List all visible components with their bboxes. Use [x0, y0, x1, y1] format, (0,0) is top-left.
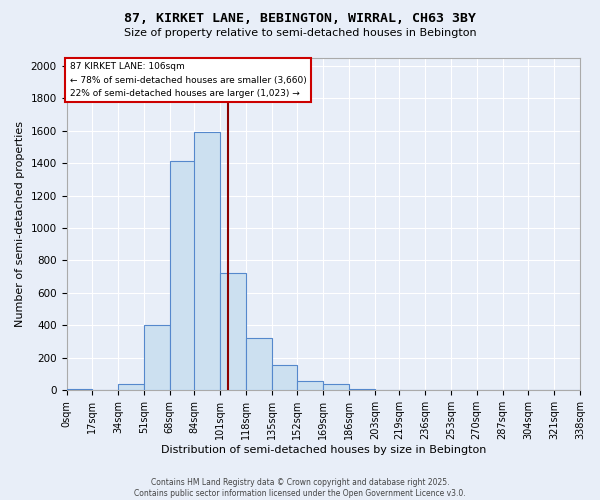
- Bar: [272, 365, 298, 390]
- Bar: [323, 384, 349, 390]
- Text: 87, KIRKET LANE, BEBINGTON, WIRRAL, CH63 3BY: 87, KIRKET LANE, BEBINGTON, WIRRAL, CH63…: [124, 12, 476, 26]
- Bar: [194, 132, 220, 390]
- Text: 87 KIRKET LANE: 106sqm
← 78% of semi-detached houses are smaller (3,660)
22% of : 87 KIRKET LANE: 106sqm ← 78% of semi-det…: [70, 62, 307, 98]
- Bar: [220, 272, 246, 390]
- Bar: [144, 324, 170, 390]
- Text: Size of property relative to semi-detached houses in Bebington: Size of property relative to semi-detach…: [124, 28, 476, 38]
- Text: Contains HM Land Registry data © Crown copyright and database right 2025.
Contai: Contains HM Land Registry data © Crown c…: [134, 478, 466, 498]
- Y-axis label: Number of semi-detached properties: Number of semi-detached properties: [15, 121, 25, 327]
- X-axis label: Distribution of semi-detached houses by size in Bebington: Distribution of semi-detached houses by …: [161, 445, 486, 455]
- Bar: [67, 388, 92, 390]
- Bar: [118, 384, 144, 390]
- Bar: [246, 338, 272, 390]
- Bar: [298, 382, 323, 390]
- Bar: [170, 160, 196, 390]
- Bar: [349, 388, 375, 390]
